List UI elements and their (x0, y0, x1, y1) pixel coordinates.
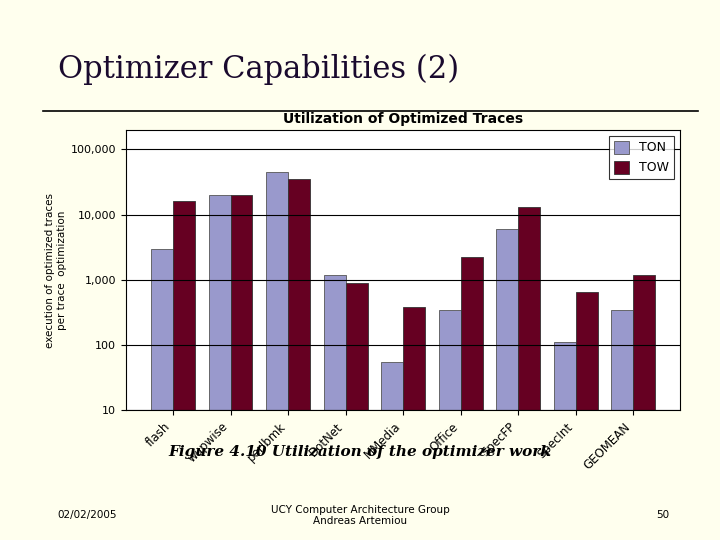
Bar (403, 307, 425, 540)
Bar (554, 342, 576, 540)
Bar (439, 309, 461, 540)
Bar (151, 249, 173, 540)
Title: Utilization of Optimized Traces: Utilization of Optimized Traces (283, 112, 523, 126)
Bar (266, 172, 288, 540)
Bar (461, 258, 482, 540)
Bar (230, 195, 253, 540)
Text: Figure 4.10 Utilization of the optimizer work: Figure 4.10 Utilization of the optimizer… (168, 446, 552, 460)
Bar (324, 275, 346, 540)
Text: 02/02/2005: 02/02/2005 (58, 510, 117, 521)
Text: UCY Computer Architecture Group
Andreas Artemiou: UCY Computer Architecture Group Andreas … (271, 505, 449, 526)
Bar (209, 195, 230, 540)
Text: Optimizer Capabilities (2): Optimizer Capabilities (2) (58, 54, 459, 85)
Bar (576, 292, 598, 540)
Y-axis label: execution of optimized traces
per trace  optimization: execution of optimized traces per trace … (45, 192, 67, 348)
Bar (382, 362, 403, 540)
Bar (346, 283, 367, 540)
Bar (173, 201, 195, 540)
Bar (518, 207, 540, 540)
Bar (496, 229, 518, 540)
Legend: TON, TOW: TON, TOW (609, 136, 674, 179)
Bar (634, 275, 655, 540)
Text: 50: 50 (657, 510, 670, 521)
Bar (611, 309, 634, 540)
Bar (288, 179, 310, 540)
